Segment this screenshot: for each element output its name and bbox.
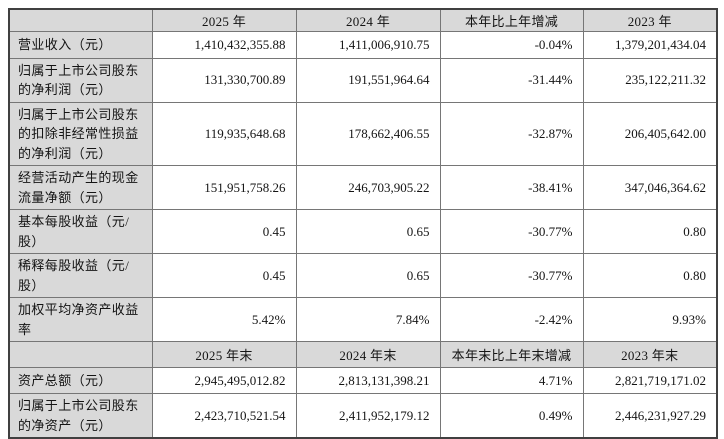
cell-value: 1,379,201,434.04 [582,30,718,59]
row-label: 营业收入（元） [8,30,153,59]
cell-value: 119,935,648.68 [151,101,297,166]
col-header-2024: 2024 年 [295,8,441,32]
table-row-weighted-avg-roe: 加权平均净资产收益率 5.42% 7.84% -2.42% 9.93% [8,297,718,342]
cell-value: 0.65 [295,253,441,298]
cell-value: 2,446,231,927.29 [582,393,718,439]
row-label: 基本每股收益（元/股） [8,209,153,254]
cell-value: 191,551,964.64 [295,57,441,103]
cell-value: 151,951,758.26 [151,165,297,210]
financial-summary-table: 2025 年 2024 年 本年比上年增减 2023 年 营业收入（元） 1,4… [8,8,718,439]
cell-value: 2,411,952,179.12 [295,393,441,439]
cell-value: -2.42% [439,297,584,342]
col-header-2025-end: 2025 年末 [151,341,297,368]
cell-value: -38.41% [439,165,584,210]
section1-header-row: 2025 年 2024 年 本年比上年增减 2023 年 [8,8,718,32]
section2-header-row: 2025 年末 2024 年末 本年末比上年末增减 2023 年末 [8,341,718,368]
cell-value: 2,423,710,521.54 [151,393,297,439]
table-row-diluted-eps: 稀释每股收益（元/股） 0.45 0.65 -30.77% 0.80 [8,253,718,298]
cell-value: 0.65 [295,209,441,254]
row-label: 归属于上市公司股东的净利润（元） [8,57,153,103]
cell-value: 235,122,211.32 [582,57,718,103]
cell-value: 347,046,364.62 [582,165,718,210]
cell-value: 246,703,905.22 [295,165,441,210]
row-label: 稀释每股收益（元/股） [8,253,153,298]
cell-value: 7.84% [295,297,441,342]
row-label: 归属于上市公司股东的净资产（元） [8,393,153,439]
table-row-net-profit-excl-nonrecurring: 归属于上市公司股东的扣除非经常性损益的净利润（元） 119,935,648.68… [8,101,718,166]
cell-value: 0.45 [151,209,297,254]
cell-value: -30.77% [439,209,584,254]
col-header-2023: 2023 年 [582,8,718,32]
cell-value: 2,821,719,171.02 [582,367,718,394]
cell-value: -0.04% [439,30,584,59]
row-label: 加权平均净资产收益率 [8,297,153,342]
cell-value: 1,411,006,910.75 [295,30,441,59]
col-header-yoy-end-change: 本年末比上年末增减 [439,341,584,368]
cell-value: 5.42% [151,297,297,342]
table-row-operating-cash-flow: 经营活动产生的现金流量净额（元） 151,951,758.26 246,703,… [8,165,718,210]
table-row-net-assets: 归属于上市公司股东的净资产（元） 2,423,710,521.54 2,411,… [8,393,718,439]
cell-value: 206,405,642.00 [582,101,718,166]
cell-value: 0.80 [582,253,718,298]
row-label: 经营活动产生的现金流量净额（元） [8,165,153,210]
cell-value: -32.87% [439,101,584,166]
table-row-net-profit: 归属于上市公司股东的净利润（元） 131,330,700.89 191,551,… [8,57,718,103]
cell-value: 1,410,432,355.88 [151,30,297,59]
table-row-total-assets: 资产总额（元） 2,945,495,012.82 2,813,131,398.2… [8,367,718,394]
cell-value: -30.77% [439,253,584,298]
section1-corner-cell [8,8,153,32]
cell-value: 2,813,131,398.21 [295,367,441,394]
col-header-2023-end: 2023 年末 [582,341,718,368]
row-label: 资产总额（元） [8,367,153,394]
section2-corner-cell [8,341,153,368]
cell-value: 178,662,406.55 [295,101,441,166]
cell-value: -31.44% [439,57,584,103]
cell-value: 9.93% [582,297,718,342]
cell-value: 0.45 [151,253,297,298]
col-header-yoy-change: 本年比上年增减 [439,8,584,32]
table-row-basic-eps: 基本每股收益（元/股） 0.45 0.65 -30.77% 0.80 [8,209,718,254]
cell-value: 2,945,495,012.82 [151,367,297,394]
row-label: 归属于上市公司股东的扣除非经常性损益的净利润（元） [8,101,153,166]
cell-value: 0.49% [439,393,584,439]
cell-value: 4.71% [439,367,584,394]
col-header-2025: 2025 年 [151,8,297,32]
cell-value: 131,330,700.89 [151,57,297,103]
table-row-revenue: 营业收入（元） 1,410,432,355.88 1,411,006,910.7… [8,30,718,59]
cell-value: 0.80 [582,209,718,254]
col-header-2024-end: 2024 年末 [295,341,441,368]
